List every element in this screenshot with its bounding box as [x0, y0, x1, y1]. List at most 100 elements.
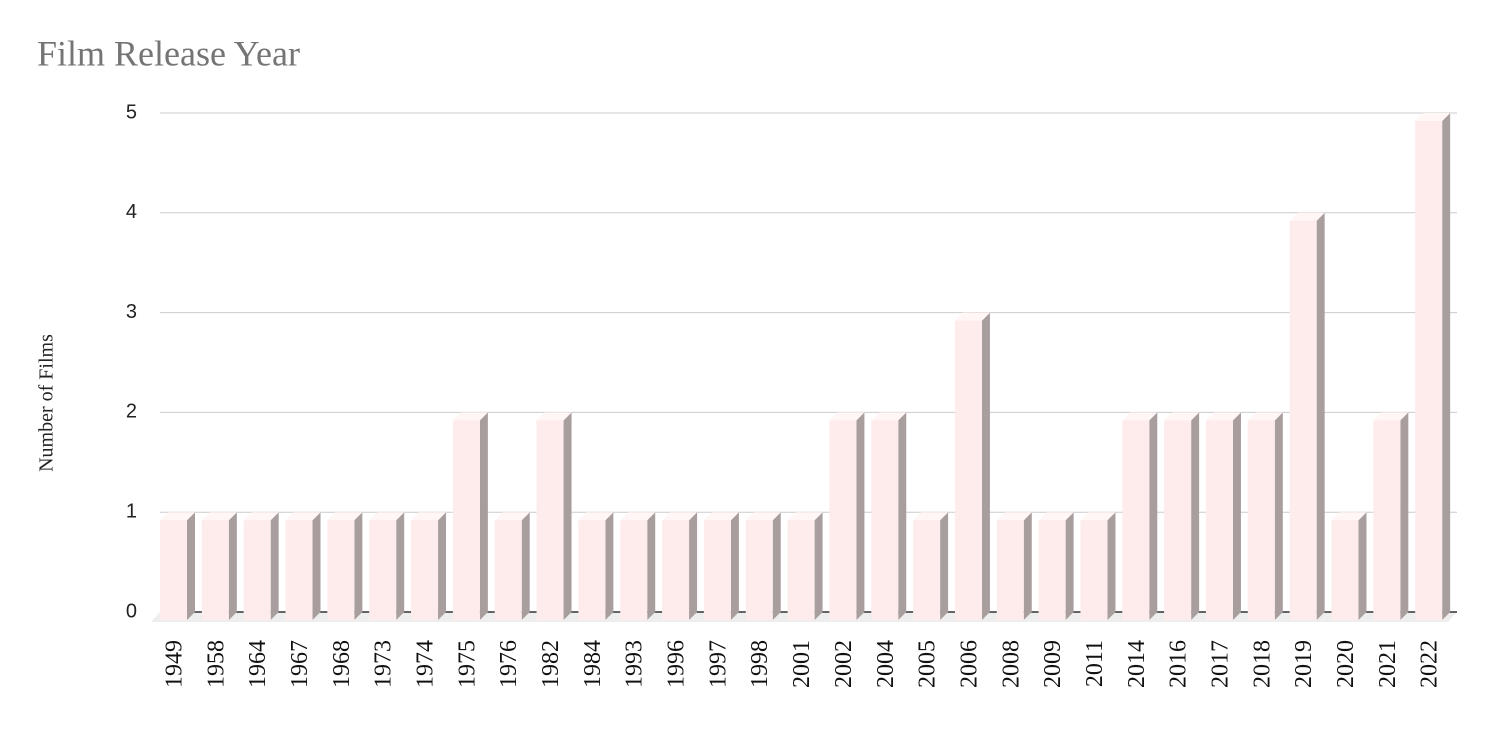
- x-tick-label: 2004: [873, 640, 899, 688]
- bar: [871, 420, 899, 620]
- x-tick-label: 1958: [203, 640, 229, 688]
- bar-side: [1274, 412, 1283, 620]
- bar: [954, 320, 982, 620]
- x-tick-label: 2011: [1082, 640, 1108, 687]
- bar-top: [160, 512, 195, 521]
- bar: [285, 520, 313, 620]
- bar: [1038, 520, 1066, 620]
- bar-side: [354, 512, 363, 620]
- bar-top: [1373, 412, 1409, 421]
- bar-side: [438, 512, 447, 620]
- bar-top: [787, 512, 823, 521]
- bar-side: [856, 412, 865, 620]
- bar-side: [689, 512, 698, 620]
- x-tick-label: 1967: [287, 640, 313, 688]
- x-tick-label: 1984: [580, 640, 606, 688]
- bar: [201, 520, 229, 620]
- bar-side: [1149, 412, 1158, 620]
- bar-top: [871, 412, 907, 421]
- bar-top: [954, 312, 990, 321]
- bar-side: [479, 412, 488, 620]
- bar-side: [396, 512, 405, 620]
- y-tick-label: 3: [126, 301, 137, 323]
- bar: [411, 520, 439, 620]
- bar-side: [1400, 412, 1409, 620]
- bar-top: [1164, 412, 1200, 421]
- bar: [1247, 420, 1275, 620]
- bar: [1164, 420, 1192, 620]
- x-tick-label: 1998: [747, 640, 773, 688]
- bar-side: [228, 512, 237, 620]
- bar-top: [703, 512, 739, 521]
- x-tick-label: 2017: [1207, 640, 1233, 688]
- x-tick-label: 2020: [1333, 640, 1359, 688]
- bar: [1373, 420, 1401, 620]
- bar: [160, 520, 187, 620]
- bar: [494, 520, 522, 620]
- x-tick-label: 1968: [329, 640, 355, 688]
- x-tick-label: 2002: [831, 640, 857, 688]
- bar-side: [772, 512, 781, 620]
- bar-side: [647, 512, 656, 620]
- bar-top: [536, 412, 572, 421]
- bar-top: [1038, 512, 1074, 521]
- bar-side: [898, 412, 907, 620]
- bar-top: [494, 512, 530, 521]
- y-tick-label: 0: [126, 600, 137, 622]
- y-axis-label: Number of Films: [36, 334, 58, 472]
- bar: [243, 520, 271, 620]
- x-tick-label: 1949: [162, 640, 188, 688]
- bar: [369, 520, 397, 620]
- bar-top: [201, 512, 237, 521]
- bar-top: [369, 512, 405, 521]
- bar-top: [411, 512, 447, 521]
- chart-title: Film Release Year: [37, 33, 300, 73]
- bar-side: [1065, 512, 1074, 620]
- x-tick-label: 2008: [998, 640, 1024, 688]
- bar: [1331, 520, 1359, 620]
- x-tick-label: 2021: [1375, 640, 1401, 688]
- bar: [913, 520, 941, 620]
- x-tick-label: 1974: [413, 640, 439, 688]
- bar-side: [1023, 512, 1032, 620]
- bar-top: [1247, 412, 1283, 421]
- bar: [703, 520, 731, 620]
- bar-top: [1331, 512, 1367, 521]
- bar-top: [452, 412, 488, 421]
- bar: [620, 520, 648, 620]
- bar-top: [243, 512, 279, 521]
- bar-top: [829, 412, 865, 421]
- bar-top: [620, 512, 656, 521]
- bar: [1080, 520, 1108, 620]
- x-tick-label: 1975: [454, 640, 480, 688]
- bar-top: [662, 512, 698, 521]
- bar: [327, 520, 355, 620]
- x-tick-label: 1982: [538, 640, 564, 688]
- x-tick-label: 1997: [705, 640, 731, 688]
- bar-top: [285, 512, 321, 521]
- bar-top: [1080, 512, 1116, 521]
- bar-top: [327, 512, 363, 521]
- y-tick-label: 1: [126, 500, 137, 522]
- x-tick-label: 2014: [1124, 640, 1150, 688]
- bar-top: [1289, 212, 1325, 221]
- bar-top: [1122, 412, 1158, 421]
- bar: [1122, 420, 1150, 620]
- bar-side: [981, 312, 990, 620]
- bar: [996, 520, 1024, 620]
- bar-side: [1316, 212, 1325, 621]
- y-tick-label: 4: [126, 201, 137, 223]
- bar: [536, 420, 564, 620]
- x-tick-label: 2019: [1291, 640, 1317, 688]
- bar-top: [913, 512, 949, 521]
- bar-top: [578, 512, 614, 521]
- y-tick-label: 2: [126, 401, 137, 423]
- bar-side: [187, 512, 195, 620]
- x-tick-label: 2016: [1166, 640, 1192, 688]
- bar: [1205, 420, 1233, 620]
- bar-side: [1232, 412, 1241, 620]
- bar-top: [1415, 113, 1451, 121]
- bar-side: [1358, 512, 1367, 620]
- bar: [662, 520, 690, 620]
